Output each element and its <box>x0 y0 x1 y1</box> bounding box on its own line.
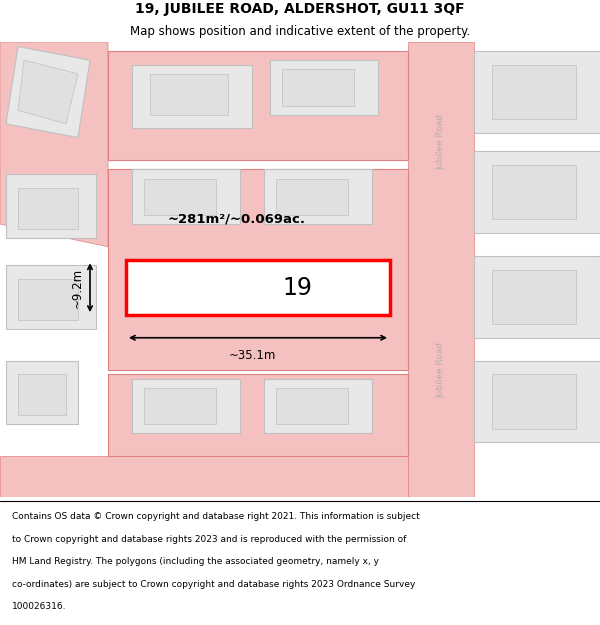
Bar <box>108 51 408 160</box>
Bar <box>126 261 390 315</box>
Bar <box>270 60 378 115</box>
Bar <box>18 374 66 415</box>
Bar <box>492 165 576 219</box>
Bar <box>6 265 96 329</box>
Bar <box>474 361 600 442</box>
Bar <box>18 279 78 319</box>
Text: co-ordinates) are subject to Crown copyright and database rights 2023 Ordnance S: co-ordinates) are subject to Crown copyr… <box>12 579 415 589</box>
Bar <box>132 169 240 224</box>
Bar <box>18 188 78 229</box>
Polygon shape <box>0 42 108 247</box>
Text: 19, JUBILEE ROAD, ALDERSHOT, GU11 3QF: 19, JUBILEE ROAD, ALDERSHOT, GU11 3QF <box>135 2 465 16</box>
Bar <box>474 51 600 133</box>
Bar <box>474 151 600 233</box>
Text: ~281m²/~0.069ac.: ~281m²/~0.069ac. <box>168 213 306 226</box>
Bar <box>144 179 216 215</box>
Bar <box>150 74 228 115</box>
Polygon shape <box>18 60 78 124</box>
Text: Jubilee Road: Jubilee Road <box>437 341 445 398</box>
Bar <box>474 256 600 338</box>
Text: Jubilee Road: Jubilee Road <box>437 114 445 170</box>
Bar <box>6 174 96 238</box>
Bar <box>0 456 408 497</box>
Text: Contains OS data © Crown copyright and database right 2021. This information is : Contains OS data © Crown copyright and d… <box>12 512 420 521</box>
Bar <box>408 42 474 497</box>
Bar <box>264 379 372 433</box>
Bar <box>264 169 372 224</box>
Bar <box>492 269 576 324</box>
Text: to Crown copyright and database rights 2023 and is reproduced with the permissio: to Crown copyright and database rights 2… <box>12 535 406 544</box>
Text: 19: 19 <box>283 276 313 300</box>
Polygon shape <box>6 46 90 138</box>
Bar <box>276 179 348 215</box>
Bar <box>282 69 354 106</box>
Bar <box>492 374 576 429</box>
Text: HM Land Registry. The polygons (including the associated geometry, namely x, y: HM Land Registry. The polygons (includin… <box>12 557 379 566</box>
Text: ~35.1m: ~35.1m <box>229 349 277 362</box>
Bar <box>492 65 576 119</box>
Bar <box>132 65 252 129</box>
Bar <box>132 379 240 433</box>
Bar <box>108 374 408 456</box>
Text: ~9.2m: ~9.2m <box>71 268 84 308</box>
Bar <box>108 169 408 369</box>
Bar <box>276 388 348 424</box>
Text: 100026316.: 100026316. <box>12 602 67 611</box>
Text: Map shows position and indicative extent of the property.: Map shows position and indicative extent… <box>130 25 470 38</box>
Bar <box>144 388 216 424</box>
Bar <box>6 361 78 424</box>
